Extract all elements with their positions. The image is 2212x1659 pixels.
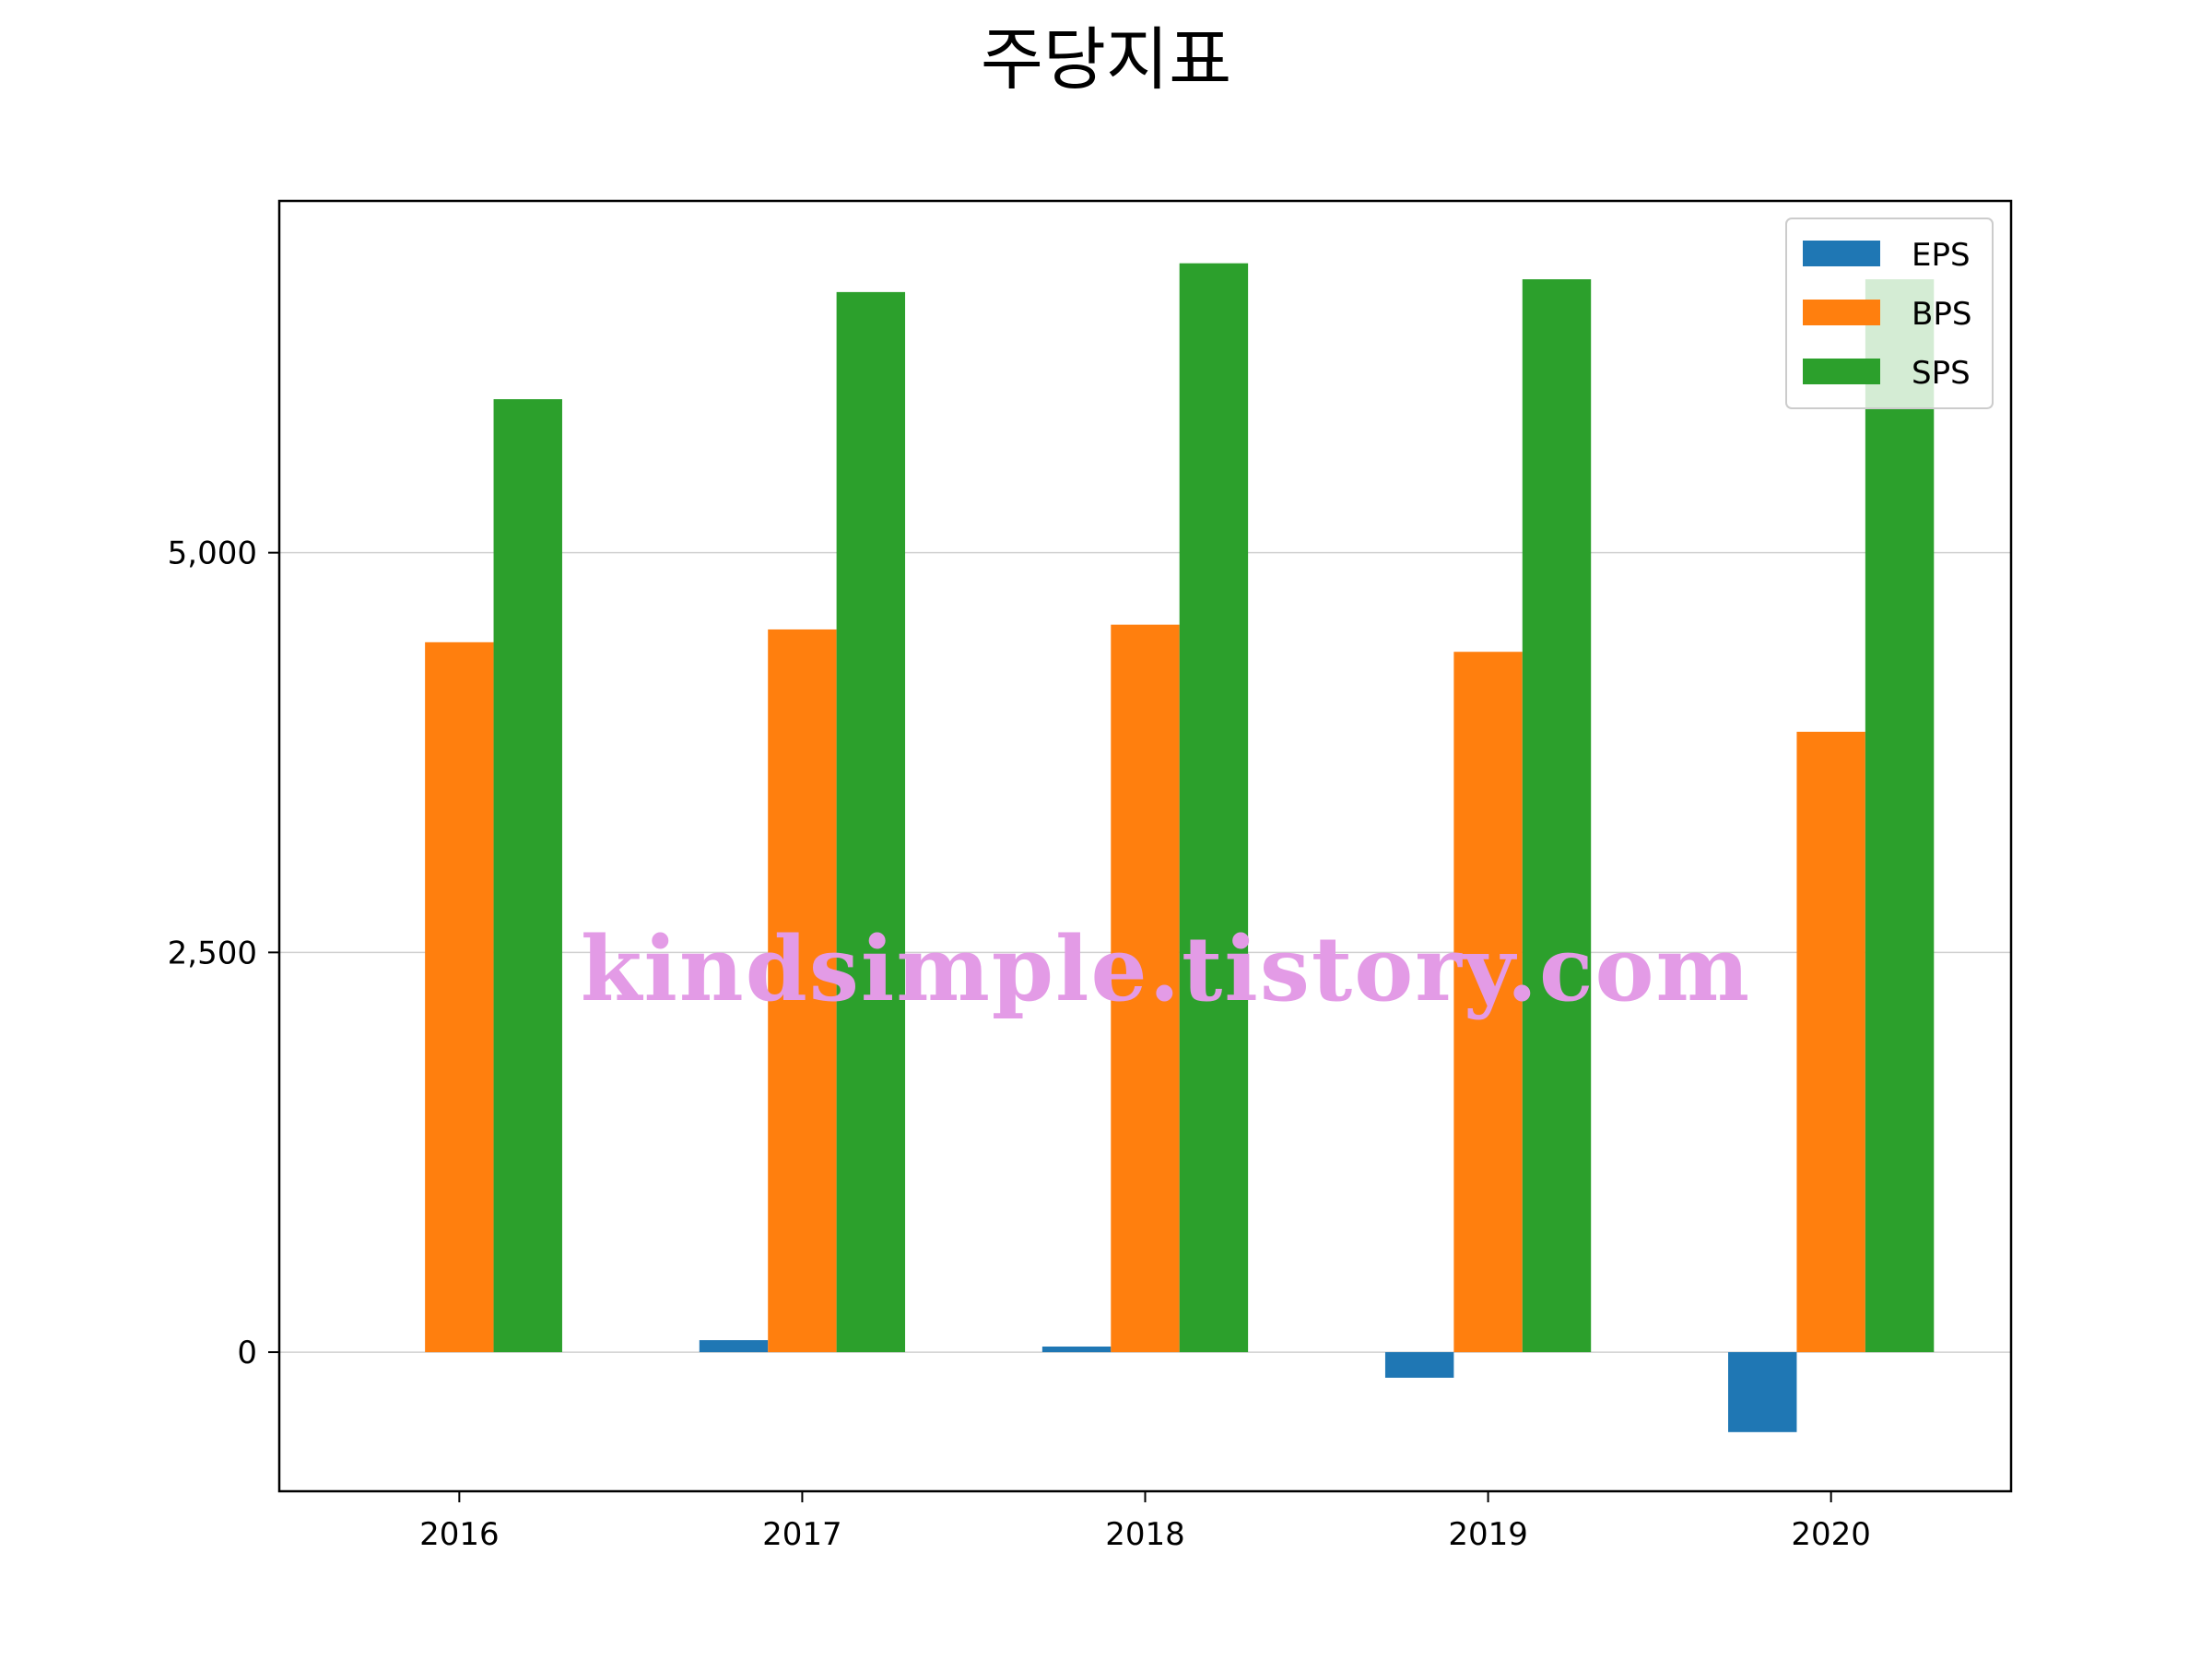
legend-label-sps: SPS — [1912, 355, 1971, 392]
x-tick-label: 2017 — [762, 1516, 842, 1553]
y-tick-label: 0 — [237, 1335, 257, 1371]
bar-bps-2017 — [768, 629, 837, 1353]
x-tick-label: 2020 — [1791, 1516, 1871, 1553]
y-tick-label: 2,500 — [168, 935, 257, 971]
bar-sps-2018 — [1179, 263, 1249, 1353]
bar-eps-2018 — [1041, 1346, 1112, 1353]
legend-swatch-sps — [1803, 359, 1880, 384]
bar-bps-2016 — [425, 641, 494, 1353]
bar-bps-2018 — [1111, 624, 1180, 1353]
bar-eps-2019 — [1384, 1352, 1454, 1378]
bar-sps-2019 — [1522, 279, 1592, 1353]
bars — [425, 263, 1935, 1432]
x-tick-label: 2016 — [419, 1516, 500, 1553]
bar-sps-2017 — [836, 291, 906, 1353]
bar-bps-2019 — [1453, 652, 1523, 1353]
legend-swatch-eps — [1803, 241, 1880, 266]
bar-eps-2020 — [1728, 1352, 1797, 1432]
bar-sps-2016 — [493, 399, 562, 1353]
legend-label-eps: EPS — [1912, 237, 1971, 274]
x-tick-label: 2019 — [1448, 1516, 1528, 1553]
bar-eps-2017 — [699, 1340, 769, 1353]
y-tick-label: 5,000 — [168, 535, 257, 572]
x-tick-label: 2018 — [1105, 1516, 1185, 1553]
watermark: kindsimple.tistory.com — [581, 917, 1751, 1021]
y-axis: 0 2,500 5,000 — [168, 535, 279, 1371]
legend-swatch-bps — [1803, 300, 1880, 325]
chart-title: 주당지표 — [981, 20, 1231, 100]
bar-sps-2020 — [1865, 279, 1935, 1353]
x-axis: 2016 2017 2018 2019 2020 — [419, 1491, 1871, 1553]
legend: EPS BPS SPS — [1785, 218, 1994, 409]
legend-label-bps: BPS — [1912, 296, 1971, 333]
bar-bps-2020 — [1796, 731, 1865, 1353]
